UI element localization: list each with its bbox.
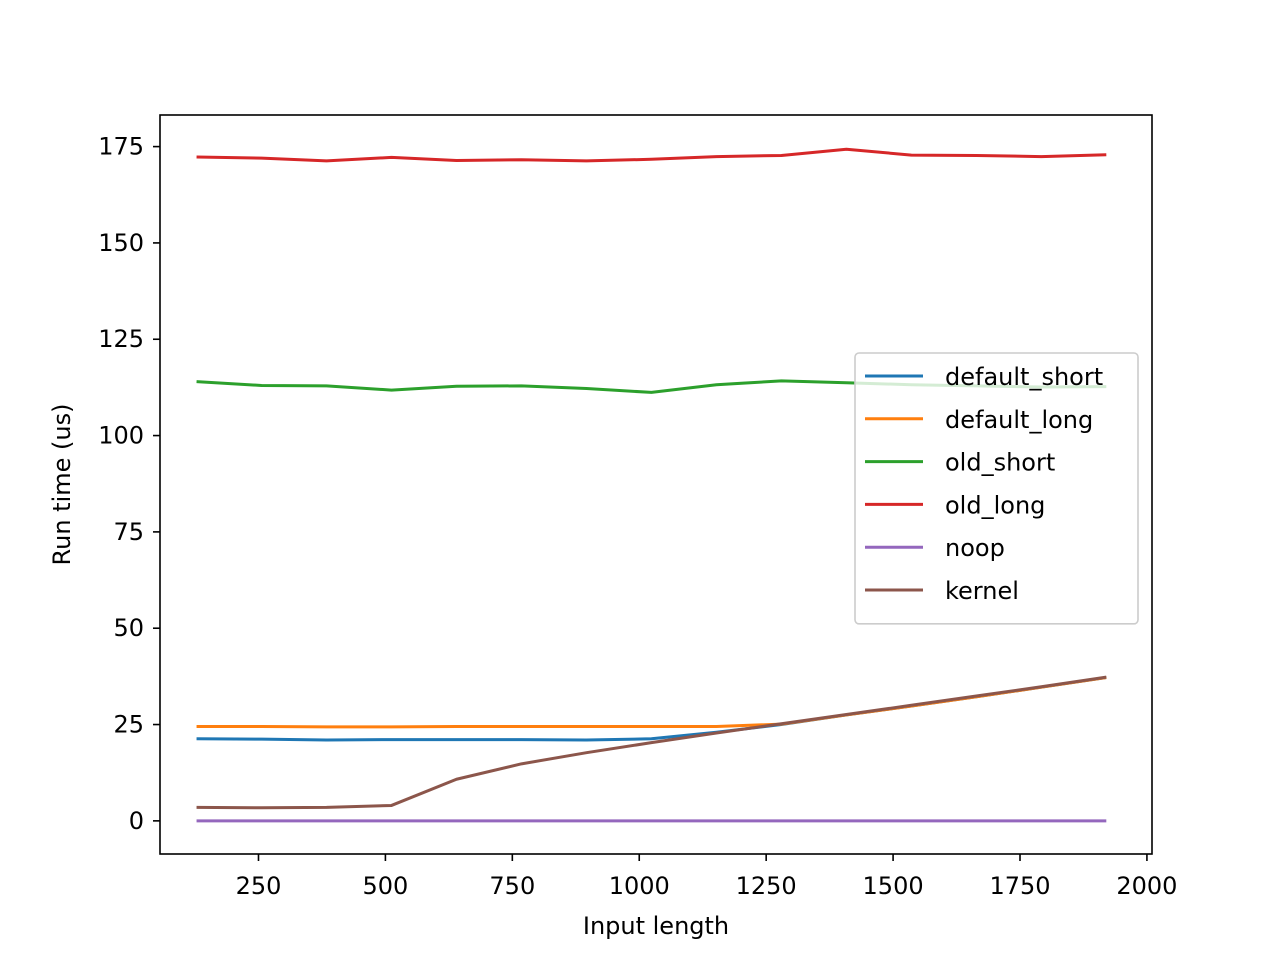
series-line-old-long xyxy=(196,147,1107,163)
series-line-kernel xyxy=(196,675,1107,810)
x-tick-label: 1000 xyxy=(609,872,670,900)
x-axis-ticks: 250 500 750 1000 1250 1500 1750 2000 xyxy=(236,854,1177,900)
x-tick-label: 1500 xyxy=(863,872,924,900)
x-tick-label: 500 xyxy=(363,872,409,900)
y-axis-label: Run time (us) xyxy=(48,404,76,566)
x-tick-label: 250 xyxy=(236,872,282,900)
legend-box xyxy=(854,352,1139,625)
y-tick-label: 175 xyxy=(98,133,144,161)
series-layer xyxy=(196,147,1107,823)
y-tick-label: 50 xyxy=(113,614,144,642)
y-axis-ticks: 0 25 50 75 100 125 150 175 xyxy=(98,133,160,835)
x-tick-label: 1750 xyxy=(989,872,1050,900)
legend-label-old-long: old_long xyxy=(945,491,1045,519)
y-tick-label: 75 xyxy=(113,518,144,546)
plot-area-frame xyxy=(159,114,1153,855)
legend-label-kernel: kernel xyxy=(945,577,1019,605)
legend-label-default-short: default_short xyxy=(945,363,1103,391)
x-tick-label: 2000 xyxy=(1116,872,1177,900)
y-tick-label: 100 xyxy=(98,422,144,450)
legend: default_short default_long old_short old_lo… xyxy=(854,352,1139,625)
legend-label-noop: noop xyxy=(945,534,1005,562)
y-tick-label: 25 xyxy=(113,711,144,739)
y-tick-label: 150 xyxy=(98,229,144,257)
legend-label-old-short: old_short xyxy=(945,449,1055,477)
x-tick-label: 750 xyxy=(489,872,535,900)
x-axis-label: Input length xyxy=(583,912,729,940)
y-tick-label: 125 xyxy=(98,325,144,353)
x-tick-label: 1250 xyxy=(736,872,797,900)
legend-label-default-long: default_long xyxy=(945,406,1093,434)
y-tick-label: 0 xyxy=(129,807,144,835)
